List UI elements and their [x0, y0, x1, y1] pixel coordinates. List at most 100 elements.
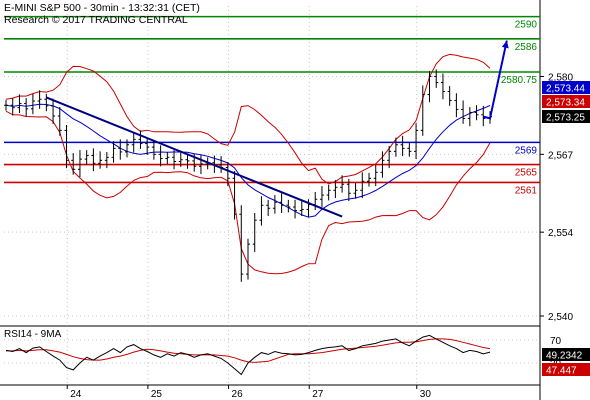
price-bar — [434, 69, 439, 88]
price-bar — [252, 213, 257, 252]
price-bar — [340, 175, 345, 193]
price-bar — [380, 151, 385, 178]
rsi-tag-bg — [542, 348, 590, 361]
price-bar — [407, 142, 412, 157]
price-bar — [346, 178, 351, 202]
price-bar — [165, 151, 170, 164]
price-bar — [266, 199, 271, 217]
price-bar — [172, 150, 177, 170]
price-bar — [91, 148, 96, 172]
trendline — [45, 96, 343, 218]
price-bar — [57, 107, 62, 136]
price-bar — [420, 85, 425, 136]
price-bar — [84, 150, 89, 165]
price-bar — [360, 172, 365, 199]
x-tick-label: 27 — [312, 389, 324, 400]
rsi-title: RSI14 - 9MA — [4, 329, 62, 340]
price-bar — [373, 165, 378, 187]
key-levels: 2590 2586 2580.75 2569 2565 2561 — [4, 15, 540, 196]
projection-arrow — [483, 40, 508, 120]
level-label-2565: 2565 — [515, 168, 538, 179]
y-tick-label: 2,540 — [548, 312, 573, 323]
rsi-panel — [4, 334, 540, 376]
x-tick-label: 30 — [420, 389, 432, 400]
price-bar — [64, 124, 69, 169]
price-bar — [272, 195, 277, 214]
chart-title: E-MINI S&P 500 - 30min - 13:32:31 (CET) — [4, 2, 200, 14]
bollinger-upper — [5, 53, 491, 185]
price-bar — [225, 162, 230, 187]
price-bar — [239, 205, 244, 282]
price-bar — [138, 130, 143, 149]
price-bar — [178, 150, 183, 167]
y-tick-label: 2,567 — [548, 150, 573, 161]
rsi-tag-bg — [542, 363, 590, 376]
price-bar — [71, 153, 76, 175]
x-tick-label: 24 — [70, 389, 82, 400]
projection-arrowhead — [501, 40, 509, 49]
price-bar — [326, 184, 331, 201]
copyright-text: Research © 2017 TRADING CENTRAL — [4, 14, 188, 26]
y-tick-label: 2,580 — [548, 73, 573, 84]
price-bar — [44, 93, 49, 112]
rsi-tick-label: 70 — [550, 336, 562, 347]
chart-overlays — [45, 40, 509, 218]
price-bar — [447, 86, 452, 106]
price-bar — [24, 98, 29, 117]
price-bar — [293, 199, 298, 219]
price-bar — [131, 132, 136, 153]
price-bar — [118, 139, 123, 160]
price-tag-value: 2,573.44 — [546, 84, 585, 95]
price-bar — [367, 172, 371, 187]
price-grid — [0, 0, 541, 400]
x-axis: 24 25 26 27 30 — [66, 385, 432, 400]
price-tag-bg — [542, 81, 590, 94]
price-bar — [145, 138, 150, 155]
price-bar — [299, 200, 304, 217]
price-bar — [474, 105, 479, 121]
price-tag-value: 2,573.25 — [546, 113, 585, 124]
price-bar — [440, 73, 445, 100]
price-tag-bg — [542, 95, 590, 108]
rsi-ma-line — [6, 338, 491, 363]
price-bar — [77, 150, 82, 178]
price-bar — [461, 100, 466, 124]
level-label-2561: 2561 — [515, 185, 538, 196]
price-bar — [481, 105, 486, 127]
level-label-2580.75: 2580.75 — [501, 75, 538, 86]
price-bar — [400, 135, 405, 157]
price-bar — [4, 99, 8, 111]
price-bar — [125, 139, 129, 158]
price-bar — [246, 238, 250, 280]
price-bar — [10, 98, 15, 116]
price-bar — [37, 90, 42, 109]
price-bar — [353, 183, 358, 199]
price-bar — [427, 71, 432, 103]
moving-average — [5, 103, 491, 218]
level-label-2590: 2590 — [515, 20, 538, 31]
price-bar — [104, 151, 109, 169]
price-bar — [30, 93, 35, 115]
price-bar — [414, 123, 419, 160]
price-bar — [393, 137, 398, 157]
price-bar — [198, 154, 203, 175]
price-bar — [319, 186, 324, 208]
x-tick-label: 25 — [151, 389, 163, 400]
price-bar — [467, 107, 472, 127]
x-tick-label: 26 — [232, 389, 244, 400]
rsi-line — [5, 334, 491, 376]
price-tag-value: 2,573.34 — [546, 98, 585, 109]
price-bar — [259, 196, 264, 226]
price-bar — [17, 94, 22, 114]
price-bars — [4, 69, 492, 282]
y-tick-label: 2,554 — [548, 228, 573, 239]
level-label-2586: 2586 — [515, 42, 538, 53]
price-bar — [279, 193, 284, 214]
price-bar — [185, 154, 190, 169]
price-bar — [387, 145, 392, 169]
price-tag-bg — [542, 110, 590, 123]
price-tags: 2,573.44 2,573.34 2,573.25 49.2342 47.447 — [542, 81, 590, 377]
price-bar — [158, 145, 163, 167]
price-bar — [98, 151, 103, 169]
